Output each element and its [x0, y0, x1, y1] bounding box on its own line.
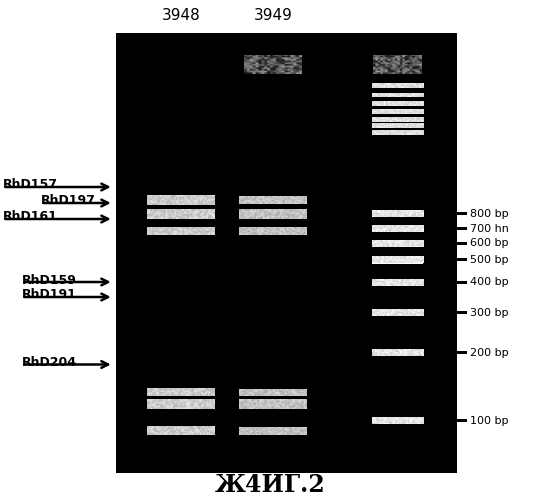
Text: RhD159: RhD159 — [22, 274, 76, 286]
Text: 800 bp: 800 bp — [470, 209, 508, 219]
Text: 500 bp: 500 bp — [470, 255, 508, 265]
Text: RhD191: RhD191 — [22, 288, 76, 302]
Text: RhD157: RhD157 — [3, 178, 58, 192]
Text: Ж4ИГ.2: Ж4ИГ.2 — [215, 474, 326, 498]
Text: 100 bp: 100 bp — [470, 416, 508, 426]
Text: RhD204: RhD204 — [22, 356, 77, 369]
Text: RhD161: RhD161 — [3, 210, 57, 224]
Text: 200 bp: 200 bp — [470, 348, 508, 358]
Text: 700 hn: 700 hn — [470, 224, 509, 234]
Text: 400 bp: 400 bp — [470, 278, 508, 287]
Text: RhD197: RhD197 — [41, 194, 95, 207]
Text: 600 bp: 600 bp — [470, 238, 508, 248]
Text: 3948: 3948 — [162, 8, 201, 22]
Text: 3949: 3949 — [254, 8, 293, 22]
Text: 300 bp: 300 bp — [470, 308, 508, 318]
